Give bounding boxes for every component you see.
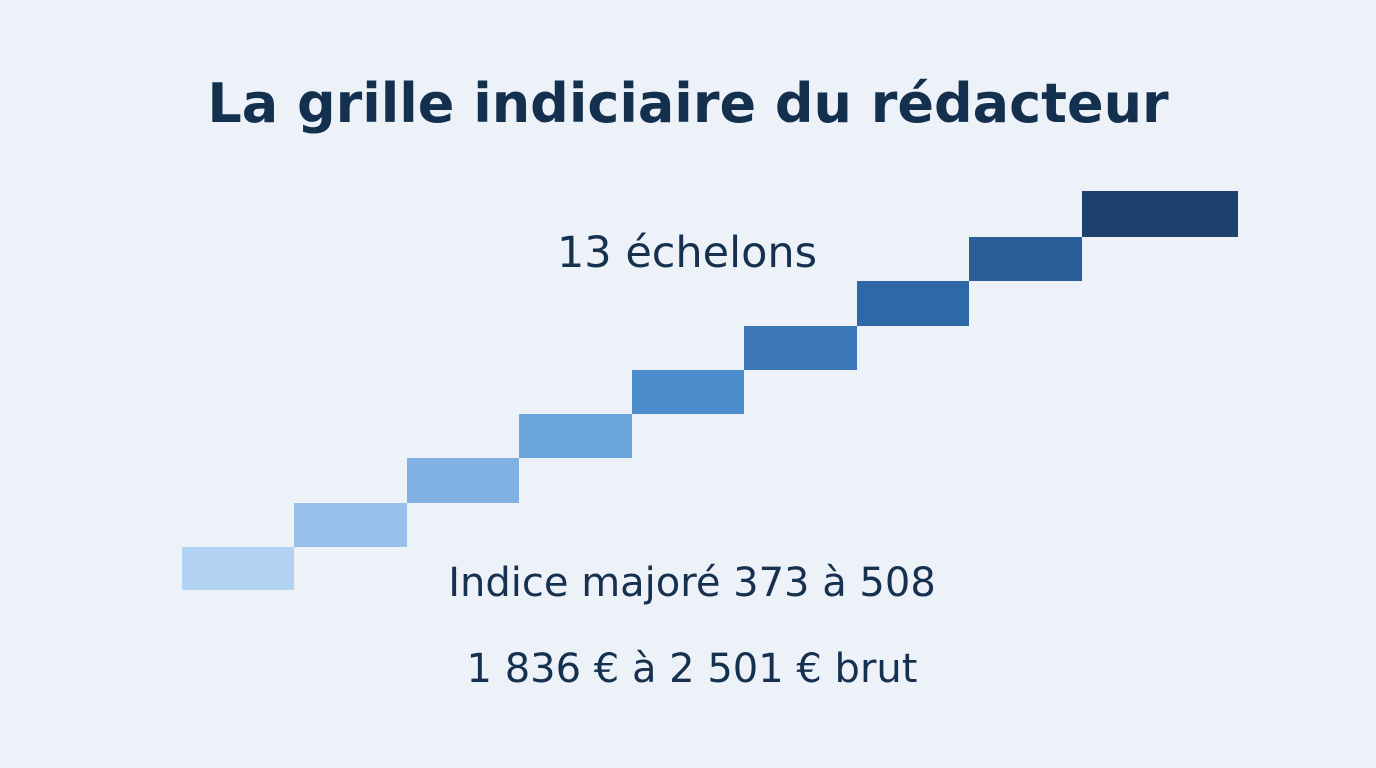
step-block xyxy=(857,281,969,326)
step-block xyxy=(407,458,519,503)
step-block xyxy=(969,237,1082,281)
step-block xyxy=(744,326,857,370)
step-block xyxy=(519,414,632,458)
echelons-label: 13 échelons xyxy=(556,228,818,278)
step-block xyxy=(632,370,744,414)
step-block xyxy=(1082,191,1238,237)
step-block xyxy=(294,503,407,547)
step-block xyxy=(182,547,294,590)
salary-range: 1 836 € à 2 501 € brut xyxy=(466,646,918,692)
indice-range: Indice majoré 373 à 508 xyxy=(448,560,936,606)
page-title: La grille indiciaire du rédacteur xyxy=(207,72,1169,135)
